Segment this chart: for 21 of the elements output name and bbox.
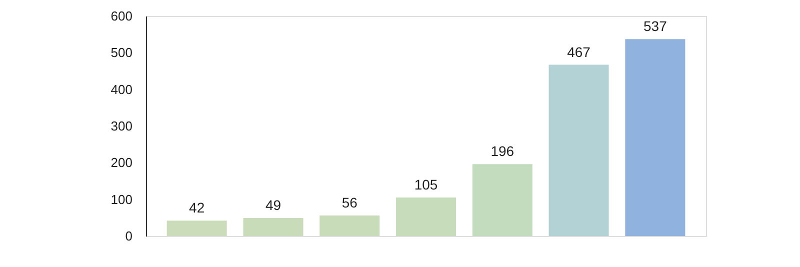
data-label: 196 [490,143,514,160]
bar [166,220,227,236]
bar [472,164,532,236]
bar [243,218,304,236]
data-label: 49 [265,197,282,214]
y-tick-label: 500 [110,45,132,60]
data-label: 467 [567,44,591,60]
y-tick-label: 200 [110,155,132,170]
bar [396,198,456,236]
y-tick-label: 300 [110,118,132,134]
bar [320,215,380,236]
y-tick-label: 100 [110,192,132,207]
bar [625,39,686,236]
data-label: 42 [189,200,205,216]
y-tick-label: 0 [125,228,132,244]
data-label: 537 [643,18,668,34]
y-tick-label: 400 [110,82,132,97]
y-tick-label: 600 [110,8,132,24]
data-label: 56 [342,194,358,210]
bar [548,64,609,236]
data-label: 105 [414,176,438,192]
